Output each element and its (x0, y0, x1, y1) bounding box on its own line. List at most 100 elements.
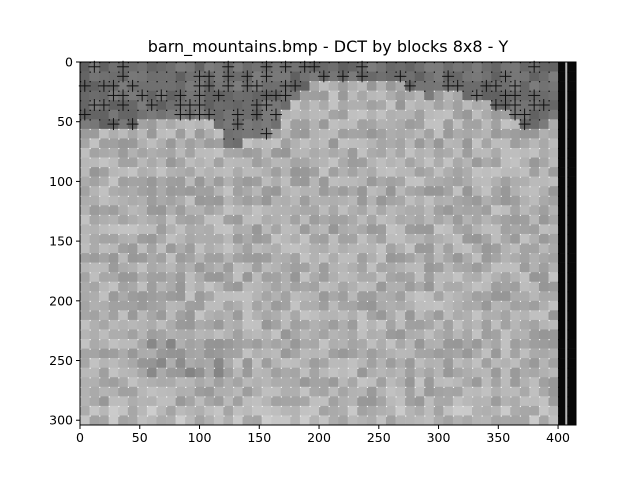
dct-block (118, 358, 129, 368)
dct-block (127, 233, 138, 244)
dct-block (462, 205, 473, 216)
dct-dc-coefficient (519, 167, 522, 169)
dct-block (395, 367, 406, 378)
dct-block (424, 358, 435, 368)
dct-dc-coefficient (204, 319, 206, 322)
dct-block (204, 195, 215, 206)
dct-block (519, 386, 530, 397)
dct-block (213, 253, 224, 263)
dct-dc-coefficient (80, 253, 82, 255)
dct-dc-coefficient (232, 109, 235, 111)
dct-block (127, 128, 138, 139)
dct-block (376, 405, 387, 416)
dct-block (118, 243, 129, 254)
dct-dc-coefficient (510, 71, 512, 73)
dct-dc-coefficient (529, 339, 531, 341)
dct-block (414, 71, 425, 82)
dct-block (290, 100, 301, 111)
dct-block (347, 396, 358, 407)
dct-block (137, 167, 148, 177)
dct-block (213, 119, 224, 130)
dct-block (433, 253, 444, 263)
dct-dc-coefficient (127, 310, 130, 312)
dct-block (185, 62, 196, 72)
dct-dc-coefficient (146, 147, 149, 150)
dct-block (491, 195, 502, 206)
dct-dc-coefficient (347, 62, 349, 64)
dct-dc-coefficient (385, 272, 388, 274)
dct-dc-coefficient (385, 167, 388, 169)
dct-block (405, 300, 415, 311)
dct-block (472, 291, 482, 302)
dct-block (319, 281, 329, 292)
dct-dc-coefficient (510, 147, 512, 150)
dct-dc-coefficient (232, 262, 235, 264)
dct-block (118, 128, 129, 139)
dct-dc-coefficient (491, 339, 493, 341)
dct-dc-coefficient (519, 415, 522, 417)
dct-block (491, 300, 502, 311)
dct-block (452, 253, 463, 263)
dct-block (538, 62, 549, 72)
dct-block (319, 377, 329, 388)
dct-dc-coefficient (309, 176, 311, 178)
dct-block (127, 62, 138, 72)
dct-block (156, 367, 167, 378)
dct-block (166, 367, 176, 378)
dct-dc-coefficient (108, 319, 110, 322)
dct-dc-coefficient (223, 310, 225, 312)
dct-block (319, 128, 329, 139)
dct-block (108, 262, 119, 273)
dct-dc-coefficient (472, 157, 474, 159)
dct-dc-coefficient (156, 253, 158, 255)
dct-block (424, 348, 435, 359)
dct-block (290, 128, 301, 139)
dct-block (99, 358, 109, 368)
dct-dc-coefficient (299, 90, 302, 92)
dct-dc-coefficient (137, 224, 139, 226)
dct-dc-coefficient (414, 71, 416, 73)
y-tick-label: 100 (49, 174, 73, 189)
dct-dc-coefficient (376, 138, 378, 140)
dct-block (529, 386, 540, 397)
dct-block (213, 100, 224, 111)
dct-dc-coefficient (500, 415, 502, 417)
dct-block (175, 415, 186, 426)
dct-block (510, 195, 521, 206)
dct-dc-coefficient (127, 138, 130, 140)
dct-block (261, 348, 272, 359)
dct-block (347, 253, 358, 263)
dct-dc-coefficient (481, 243, 483, 245)
dct-dc-coefficient (452, 377, 455, 379)
dct-block (213, 128, 224, 139)
dct-block (385, 348, 396, 359)
dct-block (462, 262, 473, 273)
dct-block (472, 205, 482, 216)
dct-block (462, 358, 473, 368)
dct-dc-coefficient (232, 186, 235, 188)
dct-dc-coefficient (299, 147, 302, 150)
dct-block (395, 396, 406, 407)
dct-dc-coefficient (491, 138, 493, 140)
dct-block (89, 319, 100, 330)
dct-block (338, 128, 349, 139)
dct-block (89, 243, 100, 254)
dct-dc-coefficient (376, 358, 378, 360)
dct-block (280, 167, 291, 177)
dct-dc-coefficient (99, 367, 101, 369)
dct-dc-coefficient (99, 291, 101, 293)
dct-block (252, 386, 262, 397)
dct-block (548, 415, 559, 426)
dct-block (510, 186, 521, 197)
dct-block (462, 243, 473, 254)
dct-block (252, 186, 262, 197)
dct-block (443, 358, 454, 368)
dct-dc-coefficient (452, 281, 455, 283)
dct-block (548, 291, 559, 302)
dct-dc-coefficient (252, 377, 254, 379)
dct-dc-coefficient (146, 272, 149, 274)
dct-dc-coefficient (108, 358, 110, 360)
dct-dc-coefficient (213, 71, 216, 73)
dct-dc-coefficient (347, 405, 349, 408)
dct-dc-coefficient (175, 205, 177, 207)
